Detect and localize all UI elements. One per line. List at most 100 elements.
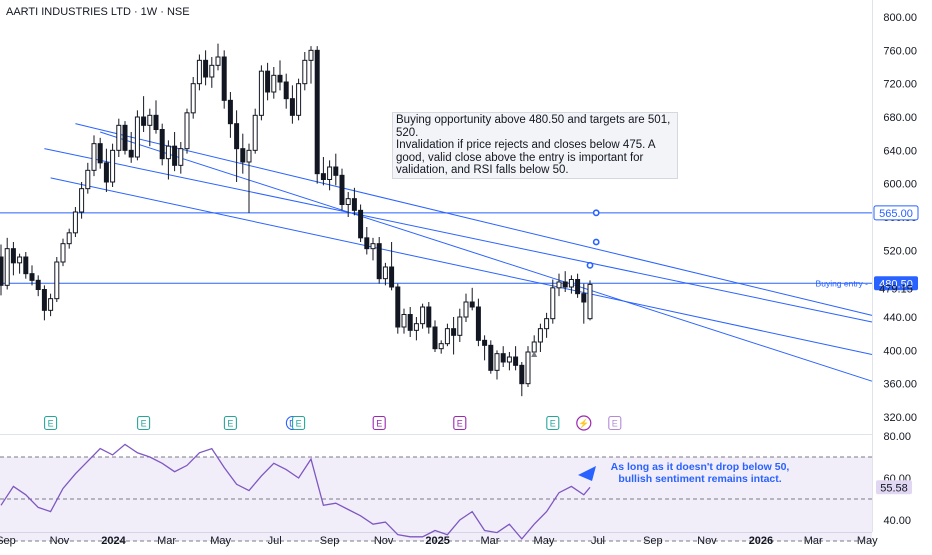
price-axis-label: 479.15 <box>879 283 913 295</box>
time-tick-label: May <box>210 535 231 547</box>
candle-body-up <box>327 166 333 180</box>
candle-body-down <box>562 281 568 288</box>
candle <box>457 308 463 342</box>
target-marker <box>586 261 594 269</box>
candle <box>35 275 41 297</box>
candle-body-down <box>277 74 283 83</box>
rsi-note-line: bullish sentiment remains intact. <box>618 472 782 485</box>
candle <box>537 323 543 352</box>
trade-plan-note[interactable]: Buying opportunity above 480.50 and targ… <box>392 112 678 179</box>
candle-body-up <box>302 59 308 85</box>
candle <box>482 335 488 361</box>
candle <box>134 110 140 161</box>
candle-body-up <box>54 261 60 300</box>
candle <box>581 283 587 324</box>
candle <box>153 100 159 134</box>
earnings-event-icon: E <box>223 415 237 431</box>
candle-body-down <box>265 70 271 93</box>
event-badge-label: ⚡ <box>578 418 589 430</box>
candle-body-up <box>48 298 54 311</box>
candle <box>302 52 308 91</box>
time-tick-label: Mar <box>480 535 499 547</box>
event-badge-label: E <box>296 419 302 429</box>
candle <box>333 153 339 186</box>
earnings-event-icon: E <box>137 415 151 431</box>
time-tick-label: Mar <box>157 535 176 547</box>
candle <box>506 352 512 371</box>
target-marker <box>592 209 600 217</box>
candle-body-up <box>184 112 190 150</box>
candle <box>438 340 444 354</box>
candle-body-down <box>333 166 339 176</box>
candle-body-up <box>370 243 376 250</box>
rsi-note[interactable]: As long as it doesn't drop below 50, bul… <box>596 461 804 485</box>
candle <box>265 62 271 101</box>
candle-body-down <box>97 143 103 164</box>
candle-body-up <box>494 353 500 371</box>
candle <box>575 273 581 298</box>
candle <box>60 238 66 267</box>
candle <box>513 346 519 371</box>
candle-body-up <box>79 188 85 213</box>
candle-body-up <box>438 343 444 350</box>
candle-body-down <box>41 289 47 311</box>
candle-body-down <box>475 306 481 341</box>
rsi-tick-label: 40.00 <box>883 515 911 527</box>
event-badge <box>546 415 560 431</box>
candle-body-down <box>519 364 525 385</box>
candle <box>41 285 47 321</box>
candle-body-down <box>35 279 41 291</box>
candle <box>128 132 134 163</box>
price-tick-label: 400.00 <box>883 345 917 357</box>
candle-body-up <box>72 211 78 234</box>
candle <box>122 121 128 155</box>
rsi-value-label: 55.58 <box>880 482 908 494</box>
candle-body-down <box>432 326 438 350</box>
time-tick-label: Nov <box>50 535 70 547</box>
candle <box>29 265 35 286</box>
price-tick-label: 360.00 <box>883 379 917 391</box>
candle-body-down <box>376 243 382 280</box>
candle <box>327 160 333 191</box>
candle-body-up <box>258 70 264 116</box>
candle-body-down <box>122 124 128 151</box>
candle <box>240 133 246 174</box>
candle <box>401 308 407 334</box>
candle <box>463 293 469 322</box>
candle-body-down <box>339 174 345 205</box>
price-tick-label: 320.00 <box>883 412 917 424</box>
candle <box>252 108 258 154</box>
buying-entry-label: Buying entry - <box>816 278 869 288</box>
earnings-event-icon: E <box>44 415 58 431</box>
candle-body-up <box>178 148 184 166</box>
time-tick-label: Mar <box>804 535 823 547</box>
event-badge-label: E <box>48 419 54 429</box>
trend-channel-line <box>100 131 873 382</box>
event-badge <box>137 415 151 431</box>
candle-body-up <box>271 74 277 93</box>
candle-body-up <box>444 328 450 345</box>
candle <box>358 204 364 242</box>
candle-body-down <box>407 314 413 331</box>
time-tick-label: Jul <box>591 535 605 547</box>
time-tick-label: 2024 <box>101 535 126 547</box>
candle <box>234 110 240 182</box>
candle-body-up <box>66 232 72 245</box>
candle <box>345 192 351 217</box>
price-scale-border <box>872 0 873 532</box>
candle <box>91 135 97 177</box>
candle-body-up <box>215 56 221 66</box>
price-tick-label: 680.00 <box>883 112 917 124</box>
candle-body-down <box>575 279 581 295</box>
time-tick-label: Nov <box>697 535 717 547</box>
time-tick-label: Jul <box>268 535 282 547</box>
candle <box>209 57 215 88</box>
candle <box>184 108 190 154</box>
event-badge <box>608 415 622 431</box>
candle <box>469 287 475 311</box>
rsi-value-box <box>876 480 912 495</box>
candle <box>103 148 109 192</box>
candle-body-up <box>147 114 153 126</box>
